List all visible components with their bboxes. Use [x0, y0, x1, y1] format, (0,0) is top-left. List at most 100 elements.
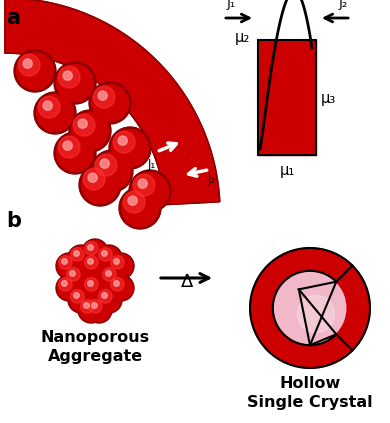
Circle shape	[108, 253, 134, 279]
Circle shape	[94, 153, 131, 190]
Circle shape	[128, 196, 137, 205]
Circle shape	[69, 247, 92, 269]
Circle shape	[131, 173, 168, 209]
Circle shape	[63, 141, 72, 150]
Circle shape	[89, 82, 131, 124]
Circle shape	[88, 280, 93, 286]
Bar	[258, 40, 316, 155]
Circle shape	[254, 252, 366, 364]
Circle shape	[98, 288, 121, 311]
Circle shape	[74, 293, 79, 298]
Circle shape	[86, 297, 112, 323]
Circle shape	[23, 59, 32, 68]
Polygon shape	[5, 0, 220, 205]
Text: Hollow
Single Crystal: Hollow Single Crystal	[247, 376, 373, 409]
Circle shape	[81, 299, 94, 313]
Circle shape	[37, 94, 73, 132]
Circle shape	[93, 86, 115, 108]
Circle shape	[83, 277, 106, 299]
Circle shape	[74, 250, 79, 256]
Circle shape	[85, 242, 98, 255]
Circle shape	[103, 268, 116, 281]
Circle shape	[58, 255, 80, 277]
Circle shape	[85, 255, 98, 269]
Circle shape	[123, 191, 145, 213]
Circle shape	[58, 277, 72, 291]
Circle shape	[57, 65, 94, 102]
Circle shape	[89, 299, 102, 313]
Circle shape	[101, 293, 107, 298]
Circle shape	[88, 258, 93, 264]
Circle shape	[273, 271, 347, 345]
Circle shape	[129, 170, 171, 212]
Circle shape	[100, 265, 126, 291]
Circle shape	[100, 159, 109, 168]
Circle shape	[268, 266, 322, 320]
Circle shape	[138, 179, 147, 188]
Circle shape	[62, 280, 67, 286]
Circle shape	[101, 250, 107, 256]
Circle shape	[56, 253, 82, 279]
Circle shape	[38, 96, 60, 118]
Circle shape	[58, 277, 80, 299]
Circle shape	[69, 288, 92, 311]
Circle shape	[122, 190, 158, 226]
Circle shape	[298, 295, 335, 332]
Text: μ₃: μ₃	[321, 91, 336, 105]
Circle shape	[66, 266, 89, 289]
Text: μ₁: μ₁	[279, 163, 294, 178]
Circle shape	[82, 275, 108, 301]
Circle shape	[99, 247, 112, 261]
Circle shape	[58, 255, 72, 269]
Circle shape	[118, 136, 127, 145]
Circle shape	[62, 258, 67, 264]
Circle shape	[79, 164, 121, 206]
Circle shape	[83, 241, 106, 264]
Circle shape	[58, 66, 80, 88]
Circle shape	[54, 62, 96, 104]
Circle shape	[54, 132, 96, 174]
Circle shape	[99, 290, 112, 303]
Circle shape	[113, 280, 119, 286]
Circle shape	[96, 245, 122, 271]
Circle shape	[34, 92, 76, 134]
Circle shape	[110, 255, 133, 277]
Circle shape	[82, 239, 108, 265]
Circle shape	[18, 54, 40, 76]
Circle shape	[68, 287, 94, 313]
Text: a: a	[6, 8, 20, 28]
Circle shape	[133, 174, 155, 196]
Circle shape	[109, 127, 151, 169]
Circle shape	[95, 154, 117, 176]
Circle shape	[69, 271, 75, 276]
Circle shape	[83, 255, 106, 277]
Text: J₂: J₂	[208, 173, 216, 186]
Circle shape	[113, 258, 119, 264]
Circle shape	[68, 245, 94, 271]
Circle shape	[83, 168, 105, 190]
Text: J₂: J₂	[339, 0, 347, 10]
Circle shape	[119, 187, 161, 229]
Circle shape	[113, 131, 135, 153]
Wedge shape	[251, 249, 369, 367]
Circle shape	[78, 119, 87, 128]
Circle shape	[58, 136, 80, 158]
Text: Δ: Δ	[181, 273, 193, 291]
Text: b: b	[6, 211, 21, 231]
Circle shape	[88, 299, 110, 321]
Circle shape	[85, 277, 98, 291]
Circle shape	[14, 50, 56, 92]
Circle shape	[111, 277, 124, 291]
Circle shape	[108, 275, 134, 301]
Text: J₁: J₁	[147, 158, 156, 171]
Bar	[258, 40, 316, 155]
Circle shape	[82, 167, 119, 203]
Circle shape	[110, 277, 133, 299]
Text: Nanoporous
Aggregate: Nanoporous Aggregate	[41, 330, 149, 364]
Circle shape	[250, 248, 370, 368]
Circle shape	[64, 265, 90, 291]
Circle shape	[92, 85, 128, 121]
Circle shape	[71, 290, 84, 303]
Circle shape	[57, 135, 94, 171]
Circle shape	[83, 302, 89, 308]
